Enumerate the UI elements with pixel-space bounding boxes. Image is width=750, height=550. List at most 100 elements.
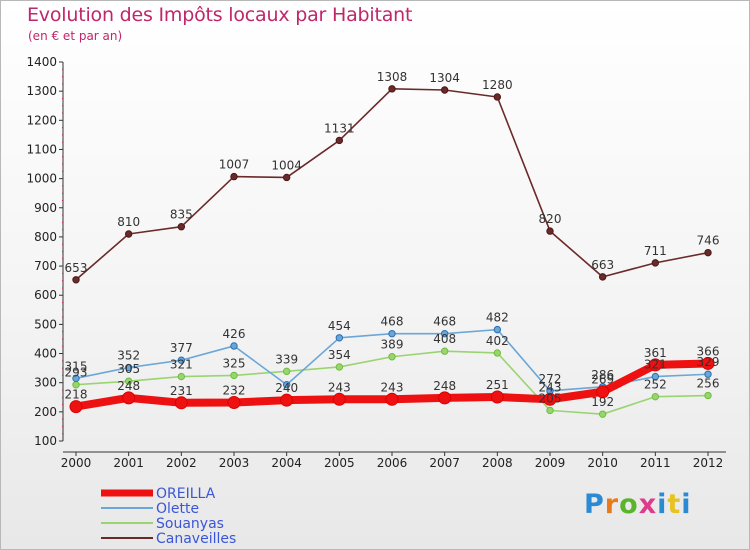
data-label-olette: 315: [65, 359, 88, 373]
x-tick-label: 2006: [377, 456, 408, 470]
data-point-oreilla: [122, 391, 136, 405]
data-point-oreilla: [69, 400, 83, 414]
x-tick-label: 2010: [587, 456, 618, 470]
data-label-canaveilles: 835: [170, 208, 193, 222]
data-label-souanyas: 252: [644, 378, 667, 392]
axes: 100 200 300 400 500 600 700 800 900 1000 1100 1200 1…: [26, 55, 726, 470]
data-label-olette: 329: [697, 355, 720, 369]
data-point-souanyas: [388, 353, 396, 361]
data-point-olette: [282, 381, 291, 389]
data-label-oreilla: 269: [591, 373, 614, 387]
x-tick-label: 2004: [271, 456, 302, 470]
x-tick-label: 2003: [219, 456, 250, 470]
data-point-olette: [704, 370, 712, 378]
data-label-souanyas: 256: [697, 377, 720, 391]
data-point-olette: [388, 330, 396, 338]
data-label-oreilla: 232: [223, 384, 246, 398]
y-tick-label: 1100: [26, 142, 57, 156]
x-tick-label: 2002: [166, 456, 197, 470]
series-line-canaveilles: [75, 88, 709, 281]
y-tick-label: 1300: [26, 84, 57, 98]
data-point-oreilla: [385, 392, 399, 406]
y-tick-label: 500: [34, 317, 57, 331]
data-label-canaveilles: 1308: [377, 70, 408, 84]
data-label-olette: 482: [486, 311, 509, 325]
data-label-souanyas: 293: [65, 366, 88, 380]
y-tick-label: 400: [34, 347, 57, 361]
data-label-olette: 286: [591, 368, 614, 382]
data-point-canaveilles: [651, 259, 660, 267]
data-label-canaveilles: 1007: [219, 158, 250, 172]
data-point-oreilla: [490, 390, 504, 404]
legend-label-souanyas: Souanyas: [156, 516, 224, 532]
data-label-olette: 426: [223, 327, 246, 341]
data-point-olette: [230, 342, 238, 350]
data-label-olette: 454: [328, 319, 351, 333]
data-label-canaveilles: 810: [117, 215, 140, 229]
data-label-oreilla: 240: [275, 381, 298, 395]
data-label-souanyas: 192: [591, 395, 614, 409]
data-point-oreilla: [543, 392, 557, 406]
data-label-souanyas: 408: [433, 332, 456, 346]
data-point-olette: [440, 330, 449, 338]
data-point-canaveilles: [598, 273, 607, 281]
data-point-canaveilles: [388, 85, 396, 93]
data-label-oreilla: 248: [117, 379, 140, 393]
data-label-oreilla: 243: [539, 380, 562, 394]
data-label-olette: 468: [381, 315, 404, 329]
data-point-souanyas: [651, 392, 660, 401]
y-tick-label: 1200: [26, 113, 57, 127]
chart-title: Evolution des Impôts locaux par Habitant: [27, 4, 413, 26]
data-labels: 653 810 835 1007 1004 1131 1308 1304 1280 820 663 7…: [65, 70, 720, 409]
logo-letter: i: [681, 489, 692, 520]
logo-letter: o: [619, 489, 639, 520]
y-tick-label: 800: [34, 230, 57, 244]
data-point-oreilla: [438, 391, 452, 405]
data-label-souanyas: 205: [539, 391, 562, 405]
data-label-olette: 272: [539, 372, 562, 386]
x-tick-label: 2009: [535, 456, 566, 470]
data-label-canaveilles: 1304: [429, 71, 460, 85]
logo-letter: i: [657, 489, 668, 520]
data-label-canaveilles: 711: [644, 244, 667, 258]
data-point-oreilla: [596, 385, 610, 399]
data-point-olette: [335, 334, 344, 342]
legend-label-oreilla: OREILLA: [156, 486, 216, 502]
data-label-oreilla: 231: [170, 384, 193, 398]
data-label-souanyas: 321: [170, 358, 193, 372]
data-point-souanyas: [598, 410, 607, 418]
chart-subtitle: (en € et par an): [28, 29, 123, 43]
data-label-oreilla: 243: [381, 380, 404, 394]
x-tick-label: 2008: [482, 456, 513, 470]
data-point-oreilla: [174, 396, 188, 410]
data-label-oreilla: 218: [65, 388, 88, 402]
data-label-souanyas: 339: [275, 352, 298, 366]
data-point-souanyas: [546, 406, 554, 415]
data-label-olette: 377: [170, 341, 193, 355]
data-point-olette: [72, 374, 80, 383]
data-label-canaveilles: 820: [539, 212, 562, 226]
data-point-olette: [177, 356, 186, 364]
data-point-canaveilles: [124, 230, 133, 238]
legend-label-canaveilles: Canaveilles: [156, 531, 236, 547]
y-tick-label: 600: [34, 288, 57, 302]
data-point-canaveilles: [704, 248, 712, 257]
data-point-souanyas: [282, 367, 291, 376]
data-label-canaveilles: 1004: [271, 158, 302, 172]
logo-letter: P: [584, 489, 605, 520]
x-tick-label: 2011: [640, 456, 671, 470]
series-points: [69, 85, 715, 418]
data-point-souanyas: [335, 363, 344, 371]
data-label-souanyas: 402: [486, 334, 509, 348]
data-point-canaveilles: [177, 223, 186, 231]
logo-letter: r: [604, 489, 620, 520]
data-label-canaveilles: 746: [697, 234, 720, 248]
y-tick-label: 1000: [26, 172, 57, 186]
data-point-olette: [124, 363, 133, 372]
data-point-souanyas: [177, 372, 186, 381]
data-label-olette: 321: [644, 358, 667, 372]
data-point-oreilla: [227, 396, 241, 410]
